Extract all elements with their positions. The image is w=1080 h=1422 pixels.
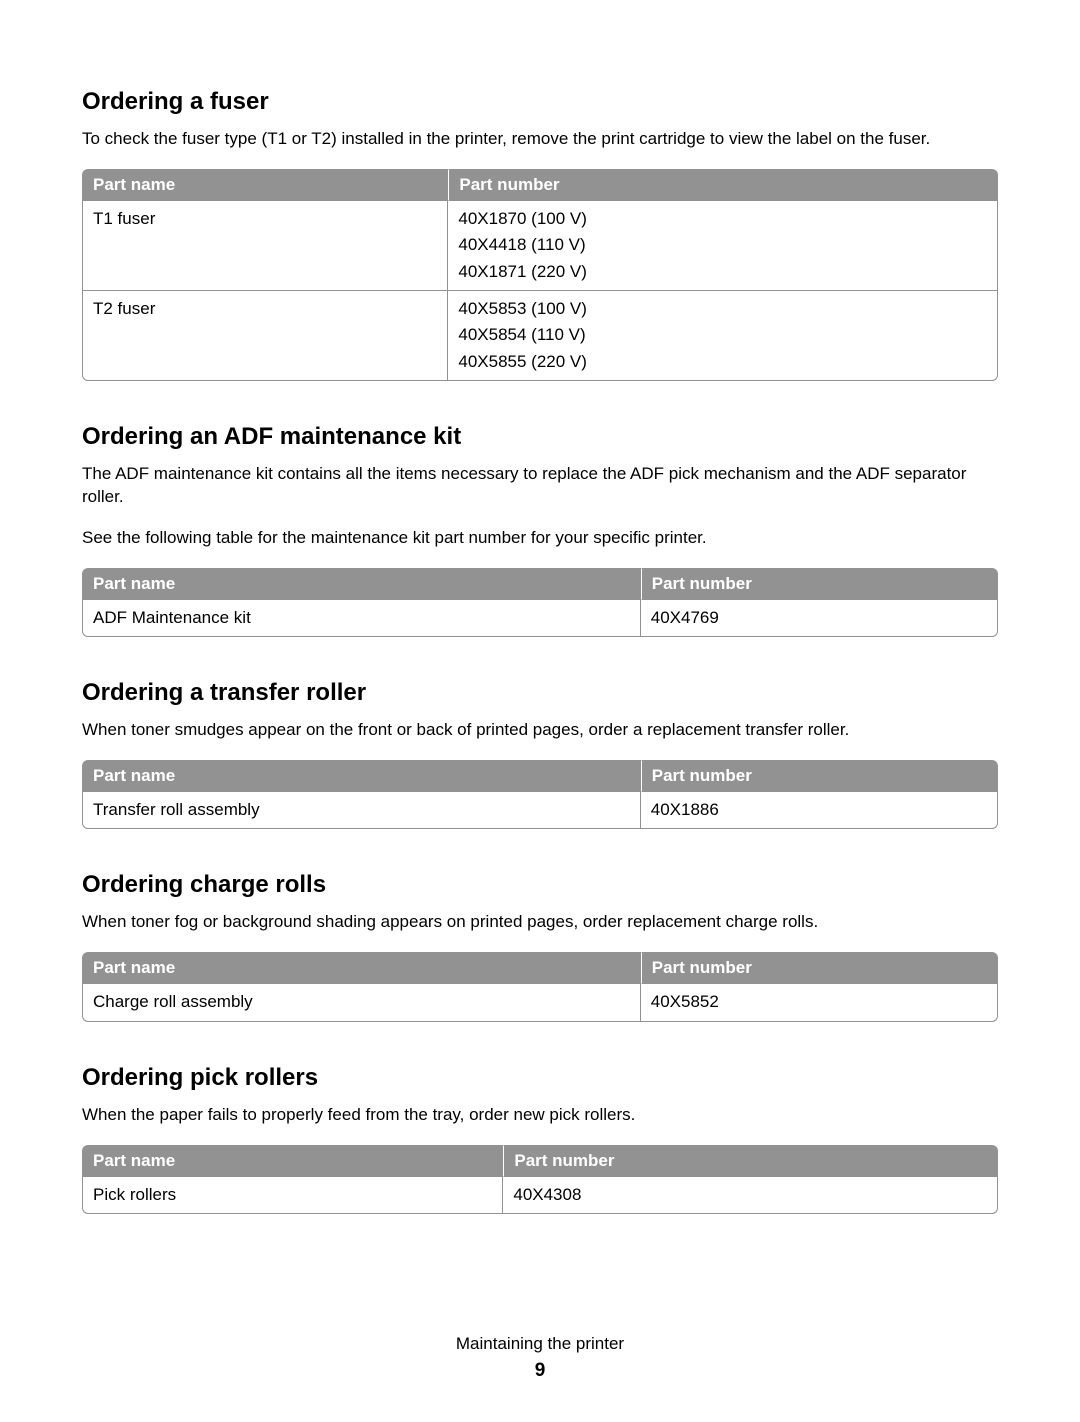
- cell-part-number: 40X5853 (100 V) 40X5854 (110 V) 40X5855 …: [448, 291, 998, 381]
- cell-part-name: T2 fuser: [82, 291, 448, 381]
- col-part-name: Part name: [82, 169, 448, 201]
- cell-part-name: T1 fuser: [82, 201, 448, 291]
- page-footer: Maintaining the printer 9: [82, 1334, 998, 1382]
- heading-transfer: Ordering a transfer roller: [82, 679, 998, 707]
- table-header-row: Part name Part number: [82, 952, 998, 984]
- table-row: Transfer roll assembly 40X1886: [82, 792, 998, 829]
- section-pick: Ordering pick rollers When the paper fai…: [82, 1064, 998, 1214]
- col-part-name: Part name: [82, 760, 641, 792]
- table-charge: Part name Part number Charge roll assemb…: [82, 952, 998, 1021]
- table-header-row: Part name Part number: [82, 760, 998, 792]
- text-transfer-intro: When toner smudges appear on the front o…: [82, 719, 998, 742]
- cell-part-name: ADF Maintenance kit: [82, 600, 641, 637]
- footer-page-number: 9: [82, 1360, 998, 1382]
- cell-part-number: 40X1886: [641, 792, 998, 829]
- section-charge: Ordering charge rolls When toner fog or …: [82, 871, 998, 1021]
- col-part-number: Part number: [448, 169, 998, 201]
- col-part-number: Part number: [641, 952, 998, 984]
- heading-charge: Ordering charge rolls: [82, 871, 998, 899]
- table-row: Charge roll assembly 40X5852: [82, 984, 998, 1021]
- heading-pick: Ordering pick rollers: [82, 1064, 998, 1092]
- text-adf-intro2: See the following table for the maintena…: [82, 527, 998, 550]
- col-part-number: Part number: [641, 760, 998, 792]
- col-part-number: Part number: [503, 1145, 998, 1177]
- col-part-name: Part name: [82, 952, 641, 984]
- cell-part-name: Pick rollers: [82, 1177, 503, 1214]
- col-part-name: Part name: [82, 1145, 503, 1177]
- table-header-row: Part name Part number: [82, 568, 998, 600]
- table-header-row: Part name Part number: [82, 1145, 998, 1177]
- text-fuser-intro: To check the fuser type (T1 or T2) insta…: [82, 128, 998, 151]
- section-adf: Ordering an ADF maintenance kit The ADF …: [82, 423, 998, 637]
- heading-fuser: Ordering a fuser: [82, 88, 998, 116]
- table-row: T2 fuser 40X5853 (100 V) 40X5854 (110 V)…: [82, 291, 998, 381]
- table-header-row: Part name Part number: [82, 169, 998, 201]
- col-part-name: Part name: [82, 568, 641, 600]
- cell-part-number: 40X4769: [641, 600, 998, 637]
- section-fuser: Ordering a fuser To check the fuser type…: [82, 88, 998, 381]
- text-charge-intro: When toner fog or background shading app…: [82, 911, 998, 934]
- cell-part-number: 40X4308: [503, 1177, 998, 1214]
- cell-part-number: 40X1870 (100 V) 40X4418 (110 V) 40X1871 …: [448, 201, 998, 291]
- document-page: Ordering a fuser To check the fuser type…: [0, 0, 1080, 1422]
- heading-adf: Ordering an ADF maintenance kit: [82, 423, 998, 451]
- table-row: ADF Maintenance kit 40X4769: [82, 600, 998, 637]
- cell-part-name: Transfer roll assembly: [82, 792, 641, 829]
- table-adf: Part name Part number ADF Maintenance ki…: [82, 568, 998, 637]
- cell-part-number: 40X5852: [641, 984, 998, 1021]
- section-transfer: Ordering a transfer roller When toner sm…: [82, 679, 998, 829]
- cell-part-name: Charge roll assembly: [82, 984, 641, 1021]
- text-adf-intro1: The ADF maintenance kit contains all the…: [82, 463, 998, 509]
- col-part-number: Part number: [641, 568, 998, 600]
- table-row: Pick rollers 40X4308: [82, 1177, 998, 1214]
- text-pick-intro: When the paper fails to properly feed fr…: [82, 1104, 998, 1127]
- table-transfer: Part name Part number Transfer roll asse…: [82, 760, 998, 829]
- footer-title: Maintaining the printer: [82, 1334, 998, 1354]
- table-pick: Part name Part number Pick rollers 40X43…: [82, 1145, 998, 1214]
- table-row: T1 fuser 40X1870 (100 V) 40X4418 (110 V)…: [82, 201, 998, 291]
- table-fuser: Part name Part number T1 fuser 40X1870 (…: [82, 169, 998, 381]
